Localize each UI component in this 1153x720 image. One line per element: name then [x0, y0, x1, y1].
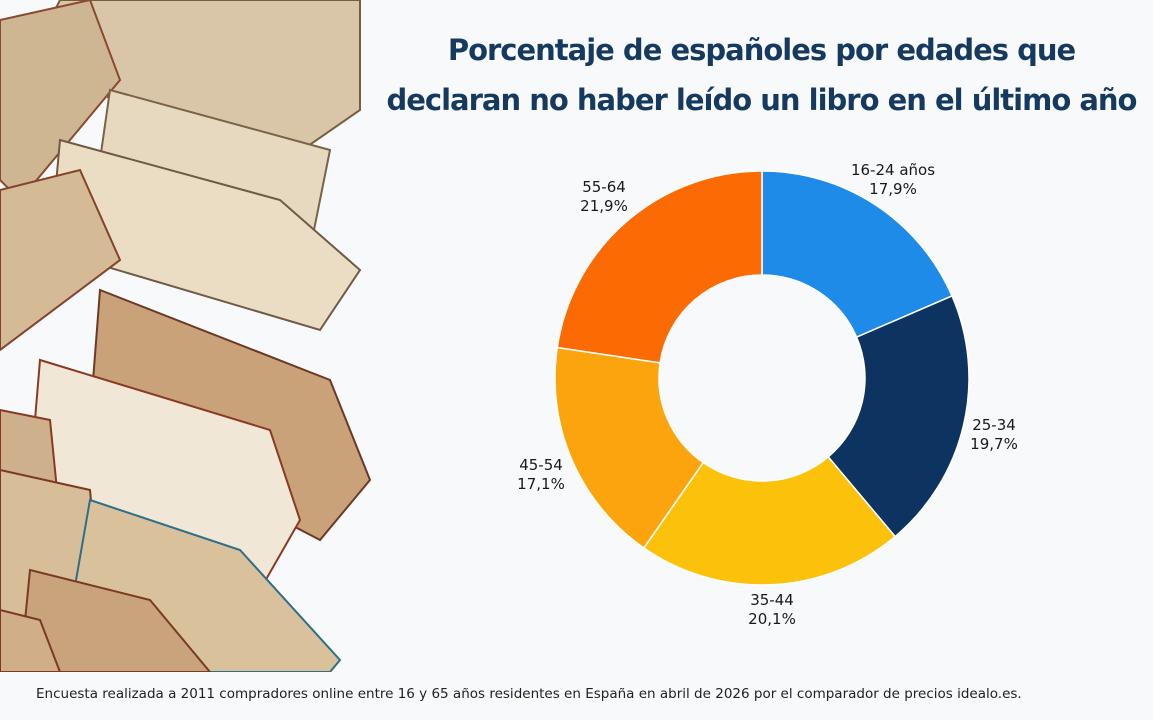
- books-decorative-image: [0, 0, 372, 672]
- chart-title-line-2: declaran no haber leído un libro en el ú…: [386, 83, 1137, 117]
- slice-category-label: 16-24 años: [851, 161, 935, 179]
- slice-value-label: 17,1%: [517, 475, 565, 493]
- slice-value-label: 19,7%: [970, 435, 1018, 453]
- book-spine: [0, 0, 372, 672]
- slice-category-label: 25-34: [972, 416, 1016, 434]
- slice-category-label: 45-54: [519, 456, 563, 474]
- donut-slice-1: [761, 170, 954, 339]
- slice-category-label: 35-44: [750, 591, 794, 609]
- footnote: Encuesta realizada a 2011 compradores on…: [36, 686, 1022, 702]
- donut-slice-2: [827, 294, 970, 538]
- chart-title-line-1: Porcentaje de españoles por edades que: [447, 33, 1076, 67]
- slice-value-label: 20,1%: [748, 610, 796, 628]
- slice-value-label: 17,9%: [869, 180, 917, 198]
- donut-slice-5: [556, 170, 763, 364]
- slice-value-label: 21,9%: [580, 197, 628, 215]
- donut-slice-4: [554, 346, 705, 550]
- donut-slice-3: [642, 455, 897, 586]
- slice-category-label: 55-64: [582, 178, 626, 196]
